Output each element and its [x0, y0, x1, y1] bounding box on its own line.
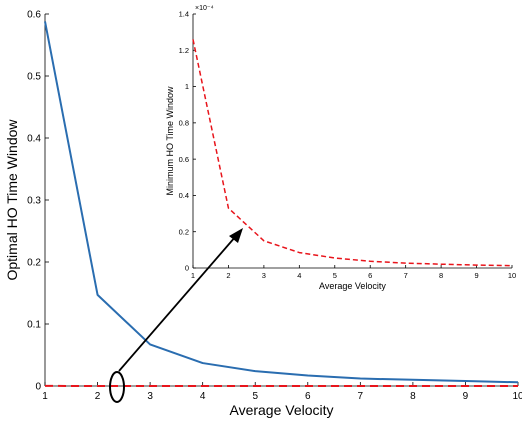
y-tick-label: 0	[185, 264, 189, 273]
y-tick-label: 0.4	[27, 134, 41, 145]
y-tick-label: 0.6	[27, 10, 41, 21]
y-tick-label: 0.5	[27, 72, 41, 83]
x-axis-label: Average Velocity	[319, 281, 386, 291]
x-tick-label: 10	[512, 391, 522, 402]
series-line-dashed	[192, 39, 513, 267]
x-tick-label: 4	[297, 271, 301, 280]
x-tick-label: 10	[508, 271, 516, 280]
y-tick-label: 0.6	[179, 155, 189, 164]
x-tick-label: 9	[463, 391, 469, 402]
x-tick-label: 7	[404, 271, 408, 280]
x-tick-label: 5	[252, 391, 258, 402]
x-tick-label: 2	[95, 391, 101, 402]
x-tick-label: 4	[200, 391, 206, 402]
x-tick-label: 9	[474, 271, 478, 280]
y-tick-label: 0.3	[27, 196, 41, 207]
x-tick-label: 8	[439, 271, 443, 280]
x-tick-label: 2	[226, 271, 230, 280]
x-tick-label: 5	[333, 271, 337, 280]
x-tick-label: 3	[262, 271, 266, 280]
zoom-arrow-line	[118, 235, 237, 372]
y-axis-label: Optimal HO Time Window	[4, 119, 20, 281]
series-line-solid	[44, 21, 519, 384]
zoom-arrow-head	[229, 228, 243, 243]
y-tick-label: 0.2	[27, 258, 41, 269]
zoom-region-ellipse	[109, 371, 125, 403]
x-tick-label: 6	[305, 391, 311, 402]
x-tick-label: 8	[410, 391, 416, 402]
y-tick-label: 1.2	[179, 46, 189, 55]
y-tick-label: 0	[35, 382, 41, 393]
y-tick-label: 1	[185, 82, 189, 91]
y-exponent-label: ×10⁻⁴	[195, 5, 214, 12]
x-axis-label: Average Velocity	[229, 402, 333, 418]
inset-chart: 1 2 3 4 5 6 7 8 9 10 0 0.2 0.4 0.6 0.8 1 1.2 1.4 Average V…	[165, 5, 516, 291]
y-tick-label: 0.8	[179, 118, 189, 127]
x-tick-label: 6	[368, 271, 372, 280]
x-tick-label: 3	[147, 391, 153, 402]
y-tick-label: 1.4	[179, 10, 189, 19]
annotations	[109, 228, 243, 403]
x-tick-label: 1	[42, 391, 48, 402]
x-tick-label: 7	[358, 391, 364, 402]
y-axis-label: Minimum HO Time Window	[165, 86, 175, 196]
y-tick-label: 0.4	[179, 191, 189, 200]
y-tick-label: 0.2	[179, 227, 189, 236]
x-tick-label: 1	[191, 271, 195, 280]
y-tick-label: 0.1	[27, 320, 41, 331]
